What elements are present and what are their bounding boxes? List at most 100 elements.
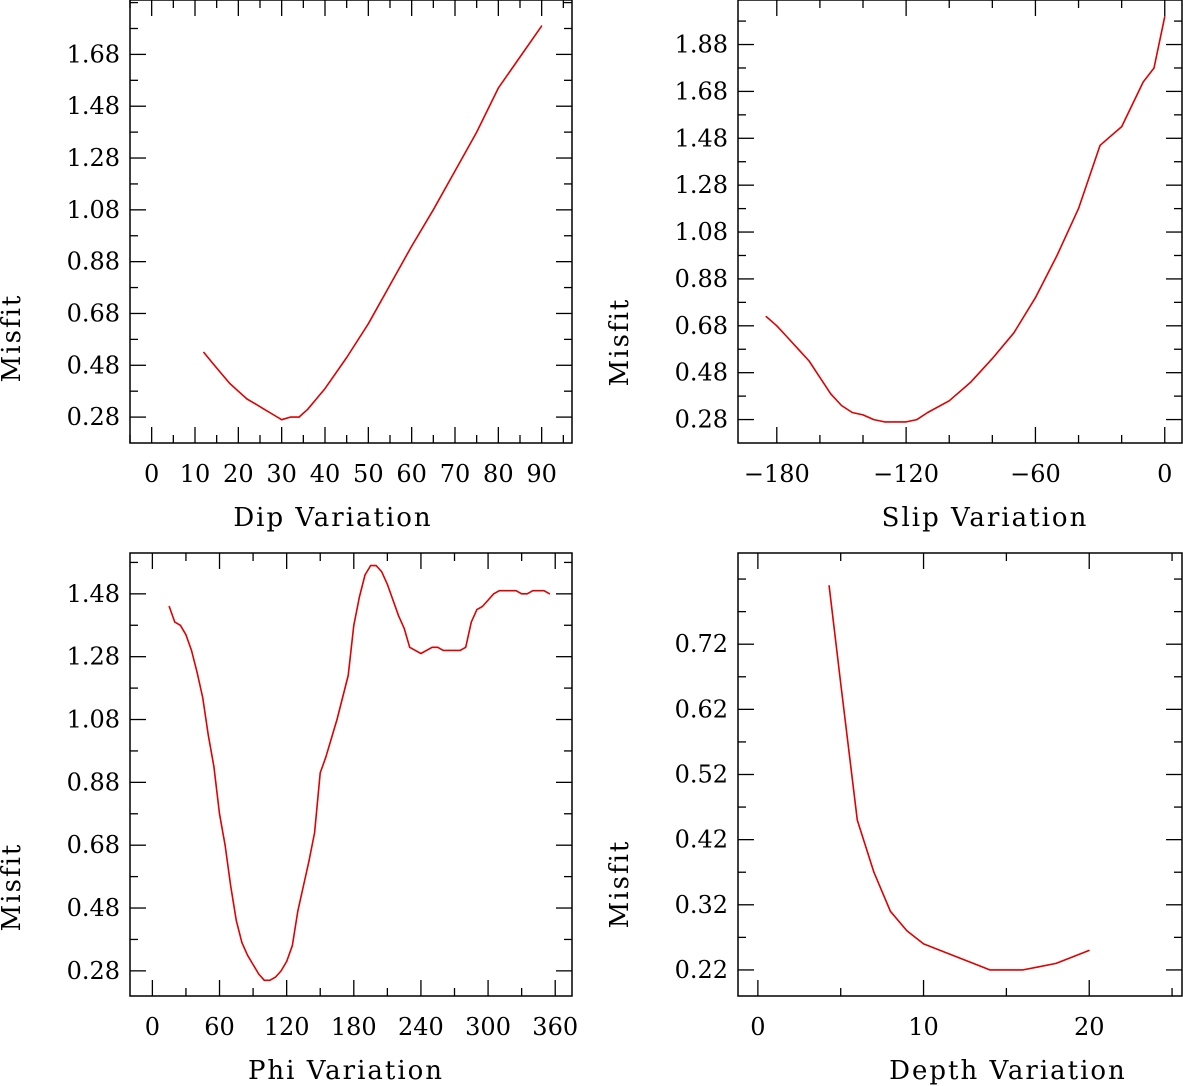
dip-x-tick-label: 80 — [483, 460, 514, 488]
slip-data-point — [1153, 67, 1155, 69]
phi-data-point — [174, 621, 176, 623]
depth-data-point — [1072, 956, 1074, 958]
dip-data-point — [315, 398, 317, 400]
depth-y-tick-label: 0.52 — [675, 761, 728, 789]
phi-data-point — [235, 919, 237, 922]
depth-data-point — [906, 930, 908, 932]
phi-data-point — [252, 963, 254, 966]
phi-y-tick-label: 1.48 — [67, 580, 120, 608]
dip-data-point — [246, 398, 248, 400]
phi-data-point — [325, 756, 327, 758]
dip-y-tick-label: 1.28 — [67, 144, 120, 172]
phi-data-point — [409, 646, 411, 648]
slip-y-tick-label: 1.08 — [675, 218, 728, 246]
slip-data-point — [797, 348, 799, 350]
dip-data-point — [346, 356, 348, 359]
dip-y-tick-label: 0.28 — [67, 403, 120, 431]
slip-data-point — [1013, 332, 1015, 334]
dip-x-tick-label: 60 — [396, 460, 427, 488]
slip-data-point — [873, 418, 875, 421]
slip-data-point — [916, 418, 918, 421]
phi-data-point — [274, 976, 277, 978]
dip-data-point — [203, 351, 205, 353]
slip-x-axis-title: Slip Variation — [882, 503, 1089, 533]
phi-data-point — [448, 649, 450, 651]
phi-data-point — [330, 737, 333, 739]
depth-data-point — [1022, 969, 1024, 971]
phi-data-point — [425, 649, 428, 651]
dip-x-tick-label: 30 — [266, 460, 297, 488]
dip-data-point — [476, 131, 478, 133]
slip-misfit-line — [765, 16, 1166, 423]
slip-data-point — [765, 315, 767, 318]
slip-data-point — [1056, 254, 1058, 257]
slip-y-tick-label: 1.88 — [675, 31, 728, 59]
depth-data-point — [828, 584, 830, 587]
phi-plot-frame — [129, 552, 573, 997]
dip-x-axis-title: Dip Variation — [233, 503, 432, 533]
dip-data-point — [220, 372, 222, 374]
phi-data-point — [207, 734, 209, 736]
phi-data-point — [336, 718, 338, 721]
slip-y-tick-label: 0.28 — [675, 406, 728, 434]
phi-data-point — [504, 590, 506, 592]
phi-data-point — [375, 564, 377, 567]
depth-data-point — [972, 962, 974, 965]
depth-data-point — [1005, 969, 1007, 971]
slip-data-point — [1099, 144, 1101, 146]
phi-x-tick-label: 180 — [331, 1013, 377, 1041]
slip-data-point — [1121, 125, 1123, 128]
depth-data-point — [889, 910, 892, 912]
dip-data-point — [211, 362, 213, 364]
phi-data-point — [470, 621, 472, 623]
dip-data-point — [497, 87, 499, 89]
phi-data-point — [442, 649, 444, 651]
slip-data-point — [808, 360, 810, 362]
phi-data-point — [381, 571, 383, 573]
phi-y-axis-title: Misfit — [0, 843, 27, 932]
dip-x-tick-label: 20 — [223, 460, 254, 488]
phi-data-point — [364, 574, 366, 576]
phi-data-point — [543, 590, 545, 592]
slip-data-point — [1164, 15, 1166, 18]
dip-data-point — [307, 408, 309, 410]
depth-x-axis-title: Depth Variation — [889, 1056, 1127, 1086]
slip-variation-panel: −180 −120 −60 0 0.28 0.48 0.68 0.88 1.08 1.28 1.48… — [605, 0, 1183, 533]
slip-y-tick-label: 0.48 — [675, 359, 728, 387]
phi-data-point — [168, 605, 170, 608]
dip-data-point — [324, 387, 326, 390]
dip-y-tick-label: 0.88 — [67, 248, 120, 276]
dip-x-tick-label: 10 — [180, 460, 211, 488]
phi-x-tick-label: 240 — [398, 1013, 444, 1041]
depth-variation-panel: 0 10 20 0.22 0.32 0.42 0.52 0.62 0.72 Depth Varia… — [605, 552, 1183, 1086]
phi-data-point — [280, 970, 282, 972]
phi-x-tick-label: 120 — [264, 1013, 310, 1041]
slip-data-point — [894, 421, 896, 423]
slip-y-axis-title: Misfit — [605, 298, 635, 387]
depth-data-point — [1088, 949, 1090, 951]
phi-data-point — [190, 649, 193, 651]
phi-data-point — [487, 599, 489, 601]
phi-data-point — [314, 832, 316, 834]
dip-y-tick-label: 0.48 — [67, 351, 120, 379]
slip-y-tick-label: 1.48 — [675, 124, 728, 152]
phi-data-point — [549, 593, 551, 595]
depth-y-tick-label: 0.42 — [675, 826, 728, 854]
phi-data-point — [246, 954, 249, 956]
dip-data-point — [454, 170, 456, 172]
phi-data-point — [302, 885, 305, 887]
slip-data-point — [927, 411, 929, 414]
dip-x-tick-label: 50 — [353, 460, 384, 488]
slip-data-point — [862, 414, 864, 416]
dip-data-point — [389, 284, 391, 286]
phi-data-point — [319, 772, 321, 774]
depth-data-point — [1038, 966, 1041, 968]
dip-data-point — [237, 390, 239, 392]
phi-data-point — [230, 885, 232, 887]
dip-x-tick-label: 40 — [310, 460, 341, 488]
phi-data-point — [526, 593, 528, 595]
dip-data-point — [298, 416, 300, 418]
phi-data-point — [414, 649, 416, 651]
slip-data-point — [840, 404, 843, 407]
phi-data-point — [218, 813, 221, 815]
